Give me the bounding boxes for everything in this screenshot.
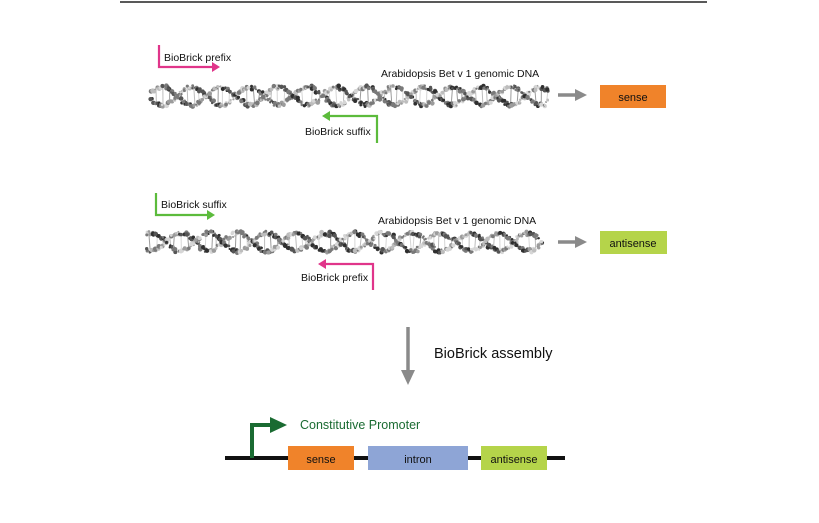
construct-intron-part bbox=[368, 446, 468, 470]
forward-primer-label-1: BioBrick prefix bbox=[164, 52, 232, 64]
product-arrowhead-1 bbox=[575, 89, 587, 101]
antisense-product-label: antisense bbox=[609, 238, 656, 250]
construct-antisense-part bbox=[481, 446, 547, 470]
forward-primer-label-2: BioBrick suffix bbox=[161, 199, 227, 211]
dna-helix-2 bbox=[145, 229, 545, 256]
promoter-arrow bbox=[250, 423, 272, 458]
construct-sense-part bbox=[288, 446, 354, 470]
sense-product-box bbox=[600, 85, 666, 108]
reverse-primer-label-1: BioBrick suffix bbox=[305, 126, 371, 138]
antisense-product-box bbox=[600, 231, 667, 254]
construct-sense-label: sense bbox=[306, 454, 335, 466]
forward-primer-arrowhead-1 bbox=[212, 62, 220, 72]
reverse-primer-arrowhead-2 bbox=[318, 259, 326, 269]
promoter-arrowhead bbox=[270, 417, 287, 433]
construct-intron-label: intron bbox=[404, 454, 432, 466]
reverse-primer-arrow-1 bbox=[330, 114, 379, 143]
forward-primer-arrow-2 bbox=[154, 193, 207, 217]
dna-helix-1 bbox=[148, 83, 550, 109]
product-arrowhead-2 bbox=[575, 236, 587, 248]
promoter-label: Constitutive Promoter bbox=[300, 418, 420, 432]
dna-label-1: Arabidopsis Bet v 1 genomic DNA bbox=[381, 68, 539, 80]
reverse-primer-arrow-2 bbox=[326, 262, 375, 290]
forward-primer-arrowhead-2 bbox=[207, 210, 215, 220]
construct-antisense-label: antisense bbox=[490, 454, 537, 466]
assembly-arrowhead bbox=[401, 370, 415, 385]
assembly-label: BioBrick assembly bbox=[434, 346, 553, 362]
dna-label-2: Arabidopsis Bet v 1 genomic DNA bbox=[378, 215, 536, 227]
reverse-primer-label-2: BioBrick prefix bbox=[301, 272, 369, 284]
forward-primer-arrow-1 bbox=[157, 45, 212, 69]
sense-product-label: sense bbox=[618, 92, 647, 104]
reverse-primer-arrowhead-1 bbox=[322, 111, 330, 121]
